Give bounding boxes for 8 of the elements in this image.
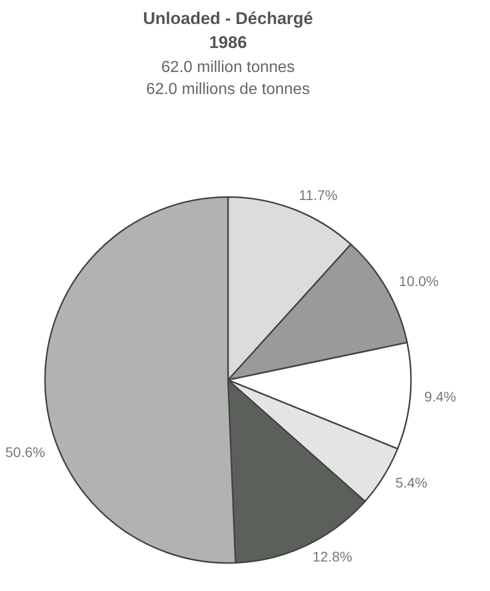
data-label: 11.7% xyxy=(298,186,338,203)
chart-subtitle: 62.0 million tonnes 62.0 millions de tonnes xyxy=(146,59,310,98)
data-label: 10.0% xyxy=(398,272,439,289)
data-label: 12.8% xyxy=(312,548,352,565)
chart-title: Unloaded - Déchargé 1986 xyxy=(142,9,314,52)
data-label: 5.4% xyxy=(395,474,428,491)
data-label: 50.6% xyxy=(5,444,46,460)
data-label: 9.4% xyxy=(424,388,456,404)
